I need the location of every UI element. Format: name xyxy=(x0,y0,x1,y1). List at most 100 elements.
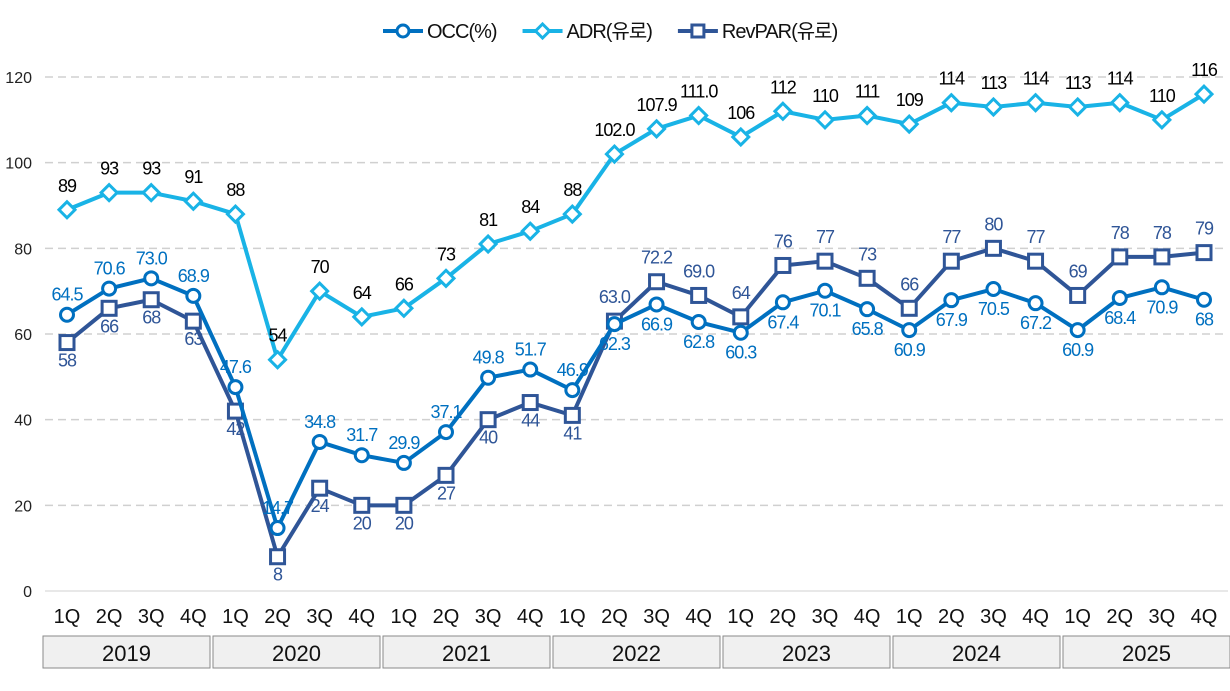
legend-label: OCC(%) xyxy=(427,21,497,43)
data-point-adr xyxy=(1109,92,1130,113)
data-label: 78 xyxy=(1153,223,1172,243)
data-label: 65.8 xyxy=(852,319,884,339)
x-tick-label: 3Q xyxy=(475,606,502,628)
data-point-adr xyxy=(983,96,1004,118)
data-label: 72.2 xyxy=(641,248,673,268)
data-label: 70.6 xyxy=(94,259,126,279)
data-label: 73 xyxy=(858,244,877,264)
x-tick-label: 4Q xyxy=(517,606,544,628)
data-point-occ xyxy=(480,369,497,386)
year-label: 2019 xyxy=(102,641,151,666)
data-label: 58 xyxy=(58,351,77,371)
data-label: 106 xyxy=(727,103,755,123)
data-point-occ xyxy=(353,447,370,464)
data-point-revpar xyxy=(900,299,918,317)
data-label: 91 xyxy=(184,167,203,187)
year-box xyxy=(722,635,891,669)
data-point-revpar xyxy=(563,406,581,424)
data-point-revpar xyxy=(100,299,118,317)
series-line-square xyxy=(65,246,1205,559)
x-tick-label: 2Q xyxy=(96,606,123,628)
data-label: 109 xyxy=(896,90,924,110)
data-label: 67.9 xyxy=(936,310,968,330)
data-point-adr xyxy=(1067,96,1088,118)
data-label: 93 xyxy=(100,159,119,179)
data-point-occ xyxy=(269,520,286,537)
data-point-occ xyxy=(101,280,118,297)
x-tick-label: 3Q xyxy=(306,606,333,628)
data-label: 60.9 xyxy=(894,340,926,360)
data-label: 70 xyxy=(311,257,330,277)
data-label: 66 xyxy=(100,316,119,336)
data-point-occ xyxy=(943,292,960,309)
data-label: 76 xyxy=(774,231,793,251)
x-tick-label: 3Q xyxy=(812,606,839,628)
data-point-occ xyxy=(859,301,876,318)
data-label: 14.7 xyxy=(262,498,294,518)
x-tick-label: 2Q xyxy=(601,606,628,628)
data-point-adr xyxy=(435,268,457,289)
y-tick-label: 60 xyxy=(14,327,32,344)
data-point-adr xyxy=(604,143,625,165)
data-point-occ xyxy=(227,379,244,396)
data-point-revpar xyxy=(142,291,160,309)
data-point-occ xyxy=(395,454,412,471)
y-tick-label: 80 xyxy=(14,241,32,258)
data-point-revpar xyxy=(858,269,876,287)
y-tick-label: 20 xyxy=(14,498,32,515)
x-tick-label: 4Q xyxy=(1191,606,1218,628)
data-label: 67.4 xyxy=(767,312,799,332)
data-point-revpar xyxy=(353,496,371,514)
data-point-occ xyxy=(648,296,665,313)
data-point-adr xyxy=(351,306,372,327)
data-label: 84 xyxy=(521,197,540,217)
data-label: 68 xyxy=(1195,310,1214,330)
data-label: 88 xyxy=(563,180,582,200)
y-tick-label: 40 xyxy=(14,413,32,430)
data-label: 89 xyxy=(58,176,77,196)
x-tick-label: 1Q xyxy=(727,606,754,628)
data-label: 31.7 xyxy=(346,425,378,445)
data-point-revpar xyxy=(395,496,413,514)
data-point-revpar xyxy=(58,334,76,352)
data-label: 20 xyxy=(353,513,372,533)
y-tick-label: 100 xyxy=(5,156,32,173)
data-point-occ xyxy=(311,433,328,450)
data-point-revpar xyxy=(942,252,960,270)
data-point-occ xyxy=(1153,279,1170,296)
data-label: 51.7 xyxy=(515,340,547,360)
data-label: 60.9 xyxy=(1062,340,1094,360)
data-label: 66 xyxy=(900,274,919,294)
data-point-adr xyxy=(814,109,836,130)
data-label: 24 xyxy=(311,496,330,516)
data-label: 80 xyxy=(984,214,1003,234)
data-point-occ xyxy=(564,382,581,399)
x-tick-label: 4Q xyxy=(1022,606,1049,628)
data-point-occ xyxy=(1111,290,1128,307)
data-label: 68.4 xyxy=(1104,308,1136,328)
x-tick-label: 4Q xyxy=(180,606,207,628)
data-point-occ xyxy=(901,322,918,339)
data-point-adr xyxy=(98,182,120,203)
series-line-circle xyxy=(65,276,1205,531)
data-label: 37.1 xyxy=(430,402,462,422)
data-label: 47.6 xyxy=(220,357,252,377)
data-label: 111.0 xyxy=(680,82,718,102)
data-point-revpar xyxy=(1111,248,1129,266)
x-tick-label: 3Q xyxy=(643,606,670,628)
data-label: 69 xyxy=(1069,261,1088,281)
data-label: 60.3 xyxy=(725,343,757,363)
data-label: 113 xyxy=(981,73,1008,93)
data-point-revpar xyxy=(184,312,202,330)
year-label: 2023 xyxy=(782,641,831,666)
data-point-adr xyxy=(309,281,330,302)
year-box xyxy=(42,635,211,669)
data-label: 77 xyxy=(816,227,835,247)
data-point-occ xyxy=(59,306,75,323)
data-label: 63.0 xyxy=(599,287,631,307)
x-tick-label: 1Q xyxy=(559,606,586,628)
data-label: 27 xyxy=(437,483,456,503)
data-label: 78 xyxy=(1111,223,1130,243)
data-point-revpar xyxy=(1153,248,1171,266)
